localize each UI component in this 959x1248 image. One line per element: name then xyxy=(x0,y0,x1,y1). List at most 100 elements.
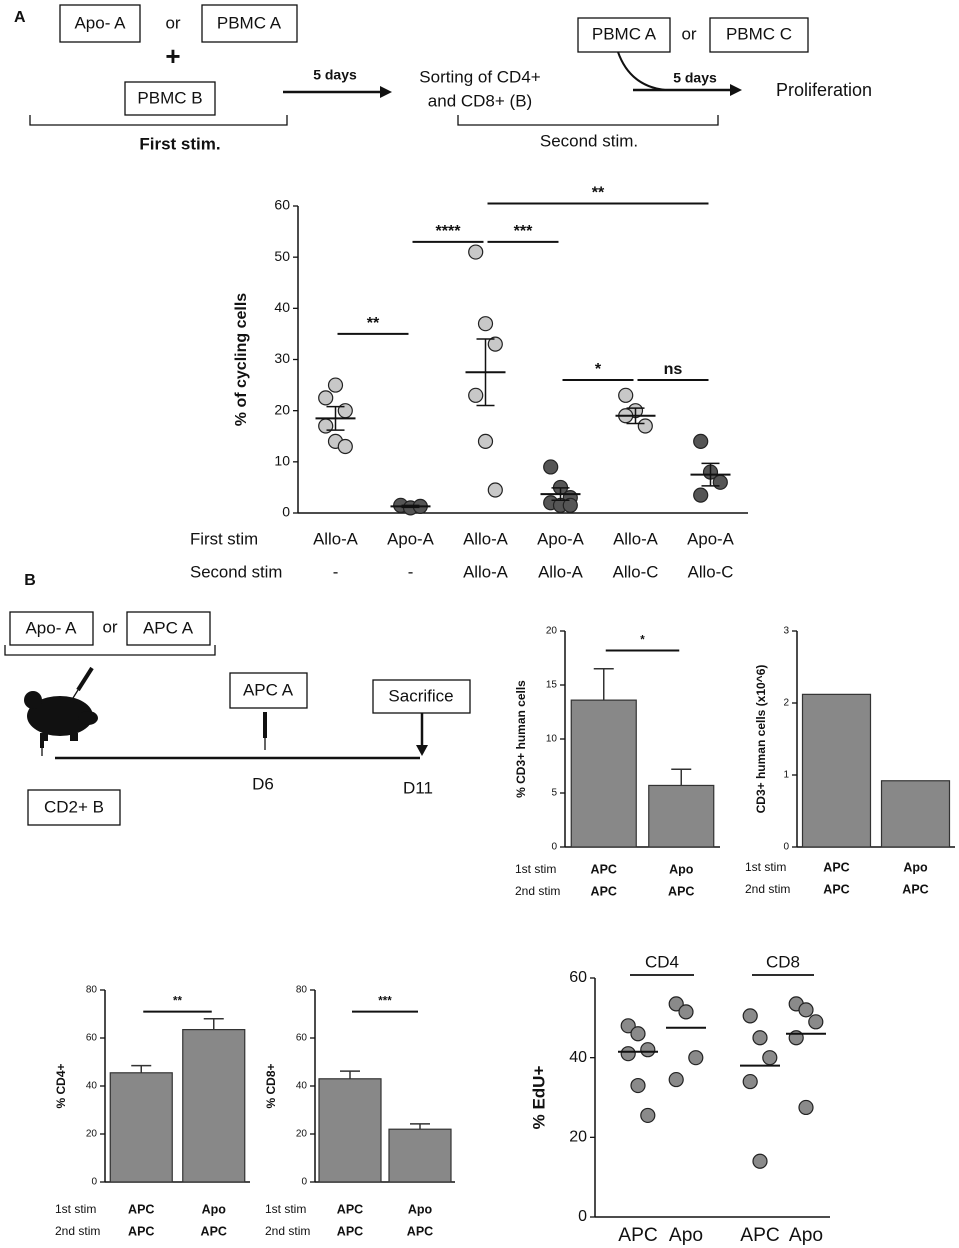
step-label: and CD8+ (B) xyxy=(428,91,532,110)
y-tick-label: 60 xyxy=(86,1033,98,1044)
data-point xyxy=(752,1153,768,1169)
stim-label: First stim. xyxy=(139,134,220,153)
bar xyxy=(648,784,715,848)
data-point xyxy=(477,316,494,332)
arrow-label: 5 days xyxy=(673,70,717,86)
row-label: 2nd stim xyxy=(265,1224,310,1238)
y-tick-label: 0 xyxy=(551,842,557,853)
x-tick-label: APC xyxy=(337,1202,363,1216)
x-tick-label: Apo xyxy=(669,1225,703,1246)
x-tick-label: APC xyxy=(902,882,928,896)
panel-a-diagram: A Apo- A or PBMC A + PBMC B First stim. … xyxy=(14,4,872,153)
significance-label: ** xyxy=(367,314,380,332)
x-tick-label: APC xyxy=(740,1225,780,1246)
box xyxy=(9,611,94,646)
data-point xyxy=(752,1030,768,1046)
x-tick-label: Apo xyxy=(789,1225,823,1246)
bar xyxy=(801,693,872,848)
data-point xyxy=(798,1099,814,1116)
y-tick-label: 0 xyxy=(301,1177,307,1188)
data-point xyxy=(477,433,494,449)
arrow-head xyxy=(730,84,742,96)
box-label: PBMC A xyxy=(217,13,282,32)
arrow-label: 5 days xyxy=(313,67,357,83)
significance-label: ** xyxy=(173,996,182,1008)
x-tick-label: Allo-A xyxy=(463,562,509,581)
data-point xyxy=(543,459,559,475)
data-point xyxy=(798,1002,814,1018)
y-tick-label: 20 xyxy=(569,1129,587,1146)
y-tick-label: 10 xyxy=(546,734,558,745)
y-tick-label: 60 xyxy=(296,1033,308,1044)
y-tick-label: 1 xyxy=(783,770,789,781)
x-tick-label: Apo-A xyxy=(537,529,584,548)
box-label: PBMC C xyxy=(726,24,792,43)
y-axis-label: % CD8+ xyxy=(264,1063,278,1108)
arrow-head xyxy=(380,86,392,98)
data-point xyxy=(337,403,353,419)
y-tick-label: 50 xyxy=(274,248,290,264)
box xyxy=(124,81,216,116)
x-tick-label: Apo xyxy=(669,862,694,876)
y-tick-label: 5 xyxy=(551,788,557,799)
error-bar xyxy=(203,1018,224,1030)
box-label: PBMC B xyxy=(137,88,202,107)
data-point xyxy=(668,1071,684,1088)
box-label: APC A xyxy=(243,680,294,699)
bar xyxy=(880,780,951,848)
step-label: Sorting of CD4+ xyxy=(419,67,540,86)
y-tick-label: 2 xyxy=(783,698,789,709)
row-label: 1st stim xyxy=(515,862,556,876)
box xyxy=(709,17,809,53)
or-label: or xyxy=(102,617,117,636)
bracket xyxy=(4,645,216,656)
x-tick-label: Apo-A xyxy=(687,529,734,548)
y-tick-label: 20 xyxy=(86,1129,98,1140)
error-bar xyxy=(410,1123,430,1130)
x-tick-label: Allo-C xyxy=(688,562,734,581)
row-label: 1st stim xyxy=(745,860,786,874)
box xyxy=(201,4,298,43)
panel-label: A xyxy=(14,9,26,26)
box xyxy=(229,672,308,709)
y-tick-label: 3 xyxy=(783,626,789,637)
x-tick-label: APC xyxy=(128,1224,154,1238)
bar xyxy=(182,1028,246,1183)
y-tick-label: 0 xyxy=(91,1177,97,1188)
panel-label: B xyxy=(24,572,36,589)
group-header: CD8 xyxy=(766,952,800,971)
significance-label: ** xyxy=(592,184,605,202)
error-bar xyxy=(401,504,420,509)
x-tick-label: Allo-A xyxy=(613,529,659,548)
curve xyxy=(617,51,666,91)
y-tick-label: 80 xyxy=(86,985,98,996)
x-tick-label: Apo-A xyxy=(387,529,434,548)
x-tick-label: Apo xyxy=(202,1202,227,1216)
row-label: First stim xyxy=(190,529,258,548)
day-label: D11 xyxy=(403,778,433,797)
box-label: PBMC A xyxy=(592,24,657,43)
data-point xyxy=(327,377,344,393)
row-label: Second stim xyxy=(190,562,282,581)
arrow-head xyxy=(416,745,428,756)
y-tick-label: 30 xyxy=(274,350,290,366)
error-bar xyxy=(476,338,495,407)
bar xyxy=(109,1072,173,1183)
box-label: Apo- A xyxy=(25,618,77,637)
significance-label: *** xyxy=(514,222,534,240)
chart: 0 20 40 60 % EdU+ APC Apo APC Apo CD4 CD8 xyxy=(529,952,830,1246)
syringe xyxy=(72,666,94,699)
significance-label: ns xyxy=(664,360,683,378)
significance-label: **** xyxy=(435,222,461,240)
error-bar xyxy=(671,768,692,786)
data-point xyxy=(630,1026,646,1042)
data-point xyxy=(487,482,503,498)
data-point xyxy=(668,996,684,1012)
data-point xyxy=(762,1050,778,1066)
y-tick-label: 60 xyxy=(274,197,290,213)
x-tick-label: Apo xyxy=(903,860,928,874)
row-label: 2nd stim xyxy=(55,1224,100,1238)
error-bar xyxy=(701,462,720,487)
box-label: APC A xyxy=(143,618,194,637)
y-axis-label: CD3+ human cells (x10^6) xyxy=(754,665,768,814)
